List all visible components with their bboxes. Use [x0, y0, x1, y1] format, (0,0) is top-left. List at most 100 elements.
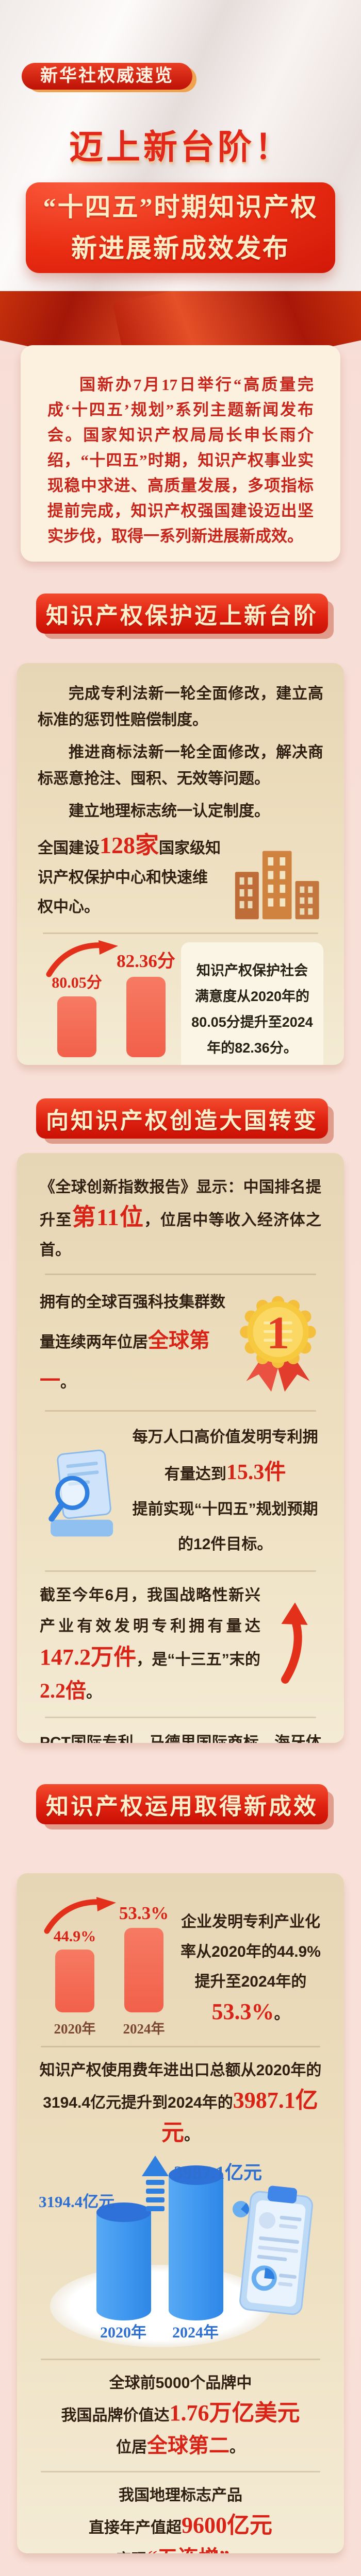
gi-line2-pre: 直接年产值超: [89, 2519, 182, 2536]
medal-rank-number: 1: [267, 1308, 290, 1359]
card-utilization: 44.9% 2020年 53.3% 2024年 企业发明专利产业化率从2020年…: [17, 1873, 344, 2553]
brand-line3-post: 。: [229, 2439, 245, 2456]
chart-base-ellipse: [50, 2265, 272, 2347]
strategic-post: 。: [86, 1684, 102, 1701]
gi-output-value: 9600亿元: [182, 2513, 272, 2538]
pct-filings-text: PCT国际专利、马德里国际商标、海牙体系外观设计申请量均跃居世界前列。: [40, 1726, 321, 1743]
cylinder-label-2024: 2024年: [172, 2324, 219, 2341]
divider: [41, 2046, 320, 2047]
section-banner-protection: 知识产权保护迈上新台阶: [36, 594, 328, 634]
intro-card: 国新办7月17日举行“高质量完成‘十四五’规划”系列主题新闻发布会。国家知识产权…: [21, 345, 340, 562]
gii-text-pre: 《全球创新指数报告》显示：中国排名提升至: [40, 1179, 321, 1229]
bar-group-2020: 44.9% 2020年: [46, 1928, 104, 2038]
up-arrow-icon: [44, 1897, 116, 1934]
gold-medal-icon: 1: [240, 1296, 316, 1392]
brand-line3-pre: 位居: [116, 2439, 147, 2456]
gi-line3-pre: 实现: [116, 2551, 147, 2553]
strategic-patent-count: 147.2万件: [40, 1645, 137, 1670]
industrialization-pre: 企业发明专利产业化率从2020年的44.9%提升至2024年的: [180, 1913, 321, 1990]
brand-rank: 全球第二: [147, 2434, 229, 2457]
page-subtitle-box: “十四五”时期知识产权 新进展新成效发布: [26, 182, 335, 273]
patent-density-value: 15.3件: [226, 1461, 286, 1484]
gi-output-text: 我国地理标志产品 直接年产值超9600亿元 实现“五连增”。: [36, 2481, 325, 2553]
cluster-text: 拥有的全球百强科技集群数量连续两年位居全球第一。: [40, 1283, 228, 1402]
source-badge-label: 新华社权威速览: [40, 66, 174, 86]
rising-arrow-icon: [281, 1602, 308, 1684]
satisfaction-note-box: 知识产权保护社会满意度从2020年的80.05分提升至2024年的82.36分。: [181, 942, 323, 1065]
satisfaction-chart-row: 80.05分 2020年 82.36分 2024年 知识产权保护社会满意度从20…: [38, 940, 323, 1065]
strategic-multiple: 2.2倍: [40, 1679, 86, 1702]
intro-text: 国新办7月17日举行“高质量完成‘十四五’规划”系列主题新闻发布会。国家知识产权…: [47, 376, 314, 545]
card-creation: 《全球创新指数报告》显示：中国排名提升至第11位，位居中等收入经济体之首。 拥有…: [17, 1153, 344, 1743]
royalty-trade-text: 知识产权使用费年进出口总额从2020年的3194.4亿元提升到2024年的398…: [36, 2056, 325, 2150]
bar-group-2020: 80.05分 2020年: [48, 970, 106, 1065]
bar-value-2024: 53.3%: [119, 1903, 169, 1923]
buildings-icon: [235, 851, 319, 920]
divider: [45, 1717, 316, 1718]
satisfaction-chart: 80.05分 2020年 82.36分 2024年: [38, 940, 175, 1065]
gi-line3-post: 。: [229, 2551, 245, 2553]
royalty-post: 。: [184, 2127, 200, 2144]
bar-label-2020: 2020年: [54, 2021, 96, 2037]
divider: [43, 933, 318, 934]
cylinder-value-2024: 3987.1亿元: [174, 2162, 262, 2183]
cluster-rank: 全球第一: [40, 1329, 210, 1392]
section-banner-creation-label: 向知识产权创造大国转变: [46, 1108, 318, 1133]
bar-2024: [124, 1928, 163, 2012]
cylinder-2024: [169, 2165, 223, 2320]
section-banner-creation: 向知识产权创造大国转变: [36, 1098, 328, 1139]
bar-value-2024: 82.36分: [117, 951, 175, 971]
strategic-mid: ，是“十三五”末的: [136, 1651, 260, 1668]
cluster-text-pre: 拥有的全球百强科技集群数量连续两年位居: [40, 1294, 225, 1351]
strategic-pre: 截至今年6月，我国战略性新兴产业有效发明专利拥有量达: [40, 1587, 260, 1635]
bar-group-2024: 82.36分 2024年: [117, 946, 175, 1065]
industrialization-post: 。: [274, 2006, 290, 2023]
bar-2020: [55, 1950, 94, 2012]
centers-text-pre: 全国建设: [38, 840, 100, 857]
industrialization-chart-row: 44.9% 2020年 53.3% 2024年 企业发明专利产业化率从2020年…: [36, 1897, 325, 2038]
bar-label-2024: 2024年: [123, 2021, 165, 2037]
cluster-text-post: 。: [60, 1374, 76, 1391]
divider: [45, 1570, 316, 1572]
clipboard-illustration: [233, 2185, 313, 2315]
section-banner-protection-label: 知识产权保护迈上新台阶: [46, 603, 318, 629]
hero-section: 新华社权威速览 迈上新台阶！ “十四五”时期知识产权 新进展新成效发布: [0, 0, 361, 291]
brand-line1: 全球前5000个品牌中: [109, 2375, 252, 2392]
up-arrow-icon: [46, 940, 118, 977]
page-subtitle-line2: 新进展新成效发布: [71, 234, 290, 263]
bar-label-2020: 2020年: [56, 1062, 98, 1065]
gi-line1: 我国地理标志产品: [119, 2487, 242, 2504]
bar-value-2020: 80.05分: [52, 974, 102, 991]
brand-line2-pre: 我国品牌价值达: [61, 2407, 170, 2424]
divider: [41, 2471, 320, 2472]
bar-value-2020: 44.9%: [53, 1928, 96, 1945]
divider: [45, 1274, 316, 1275]
brand-value-text: 全球前5000个品牌中 我国品牌价值达1.76万亿美元 位居全球第二。: [36, 2368, 325, 2463]
brand-value: 1.76万亿美元: [169, 2400, 300, 2426]
patent-density-text: 每万人口高价值发明专利拥有量达到15.3件 提前实现“十四五”规划预期的12件目…: [129, 1420, 321, 1562]
blue-up-arrow-icon: [141, 2156, 169, 2211]
royalty-pre: 知识产权使用费年进出口总额从2020年的3194.4亿元提升到2024年的: [39, 2062, 322, 2111]
bar-label-2024: 2024年: [125, 1062, 167, 1065]
divider: [41, 2359, 320, 2360]
para-gi-system: 建立地理标志统一认定制度。: [69, 803, 270, 820]
patent-density-post: 提前实现“十四五”规划预期的12件目标。: [132, 1501, 318, 1553]
pct-pre: PCT国际专利、马德里国际商标、海牙体系外观设计申请量均: [40, 1734, 321, 1743]
cylinder-2020: [96, 2202, 151, 2320]
gii-text-post: ，位居中等收入经济体之首。: [40, 1212, 322, 1259]
patent-certificate-icon: [48, 1449, 113, 1537]
cluster-row: 拥有的全球百强科技集群数量连续两年位居全球第一。 1: [40, 1283, 321, 1402]
protection-centers-row: 全国建设128家国家级知识产权保护中心和快速维权中心。: [38, 831, 323, 924]
protection-centers-text: 全国建设128家国家级知识产权保护中心和快速维权中心。: [38, 831, 221, 924]
industrialization-chart: 44.9% 2020年 53.3% 2024年: [36, 1897, 173, 2038]
para-patent-law: 完成专利法新一轮全面修改，建立高标准的惩罚性赔偿制度。: [38, 685, 323, 728]
cylinder-label-2020: 2020年: [100, 2324, 146, 2341]
strategic-industry-row: 截至今年6月，我国战略性新兴产业有效发明专利拥有量达 147.2万件，是“十三五”…: [40, 1580, 321, 1708]
cylinder-value-2020: 3194.4亿元: [39, 2193, 115, 2211]
bar-group-2024: 53.3% 2024年: [115, 1903, 173, 2038]
bar-2020: [57, 996, 96, 1057]
gi-growth-label: “五连增”: [147, 2546, 229, 2553]
gii-rank: 第11位: [72, 1204, 144, 1230]
strategic-industry-text: 截至今年6月，我国战略性新兴产业有效发明专利拥有量达 147.2万件，是“十三五”…: [40, 1580, 260, 1708]
